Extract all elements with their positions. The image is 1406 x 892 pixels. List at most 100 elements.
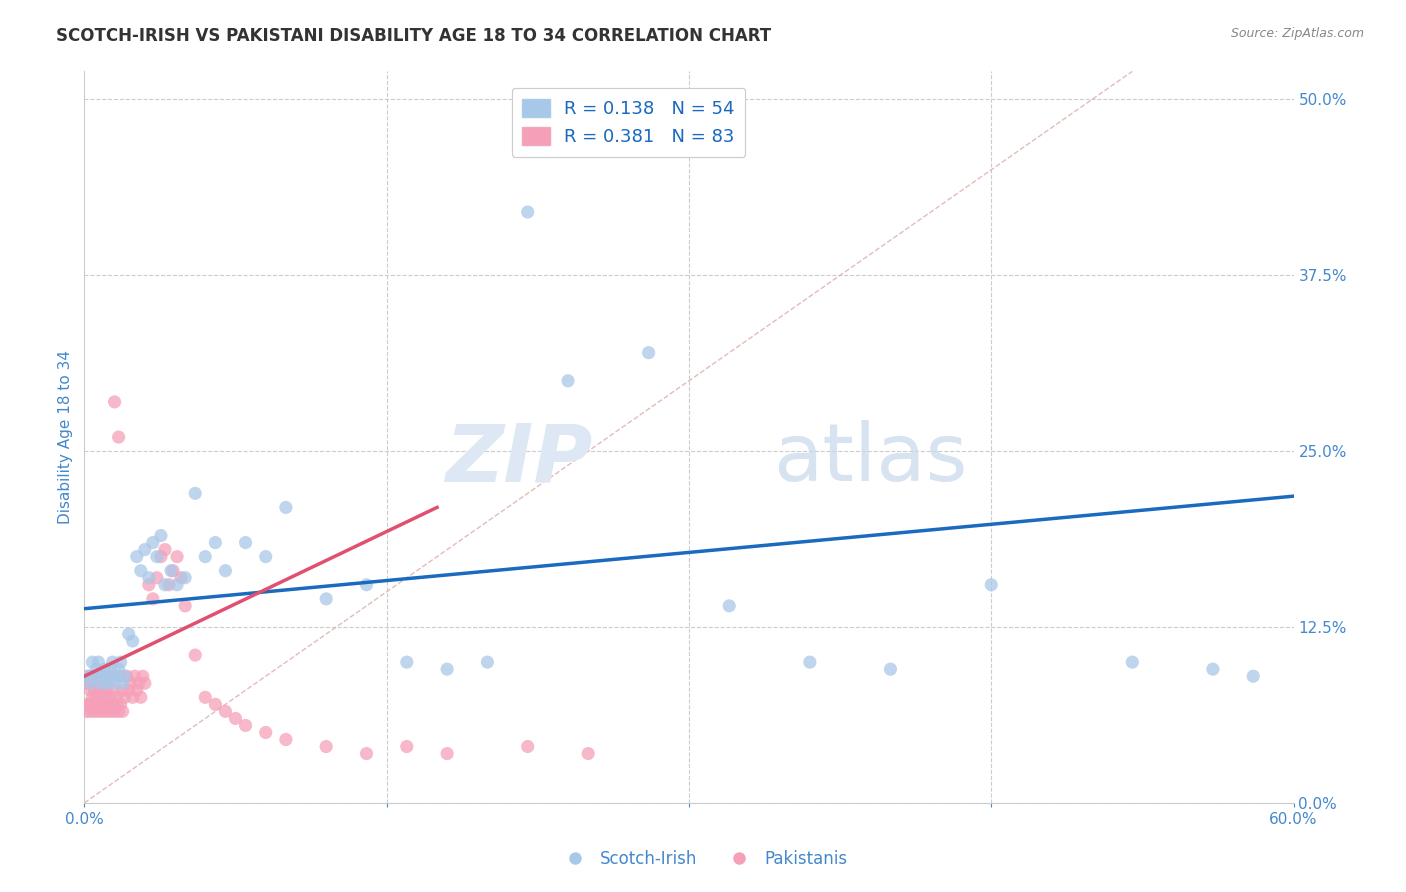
Point	[87, 655, 110, 669]
Point	[93, 669, 115, 683]
Point	[91, 683, 114, 698]
Point	[91, 705, 114, 719]
Point	[1121, 655, 1143, 669]
Legend: Scotch-Irish, Pakistanis: Scotch-Irish, Pakistanis	[553, 844, 853, 875]
Point	[86, 669, 108, 683]
Point	[184, 486, 207, 500]
Point	[174, 599, 197, 613]
Point	[93, 698, 115, 712]
Point	[104, 395, 127, 409]
Point	[77, 698, 100, 712]
Point	[254, 549, 277, 564]
Point	[436, 747, 458, 761]
Point	[129, 564, 152, 578]
Point	[142, 591, 165, 606]
Point	[91, 669, 114, 683]
Point	[79, 676, 101, 690]
Point	[96, 683, 118, 698]
Point	[134, 542, 156, 557]
Point	[121, 634, 143, 648]
Point	[157, 578, 180, 592]
Point	[89, 676, 111, 690]
Point	[799, 655, 821, 669]
Point	[118, 683, 141, 698]
Point	[235, 718, 257, 732]
Point	[146, 571, 169, 585]
Point	[174, 571, 197, 585]
Point	[77, 698, 100, 712]
Point	[274, 732, 297, 747]
Point	[477, 655, 499, 669]
Point	[83, 669, 105, 683]
Point	[110, 698, 132, 712]
Point	[100, 662, 122, 676]
Legend: R = 0.138   N = 54, R = 0.381   N = 83: R = 0.138 N = 54, R = 0.381 N = 83	[512, 87, 745, 157]
Point	[128, 676, 150, 690]
Point	[436, 662, 458, 676]
Point	[97, 676, 120, 690]
Point	[75, 676, 97, 690]
Point	[89, 690, 111, 705]
Point	[114, 690, 136, 705]
Point	[114, 669, 136, 683]
Text: ZIP: ZIP	[444, 420, 592, 498]
Point	[91, 676, 114, 690]
Point	[356, 578, 378, 592]
Point	[101, 698, 124, 712]
Point	[105, 690, 128, 705]
Point	[166, 549, 188, 564]
Point	[160, 564, 183, 578]
Point	[75, 705, 97, 719]
Point	[214, 564, 236, 578]
Point	[82, 655, 104, 669]
Point	[149, 528, 172, 542]
Point	[516, 739, 538, 754]
Point	[129, 690, 152, 705]
Point	[225, 711, 247, 725]
Point	[111, 676, 134, 690]
Point	[184, 648, 207, 662]
Point	[142, 535, 165, 549]
Point	[82, 669, 104, 683]
Point	[93, 690, 115, 705]
Point	[107, 430, 129, 444]
Point	[204, 698, 226, 712]
Point	[125, 549, 148, 564]
Point	[138, 571, 160, 585]
Point	[1241, 669, 1264, 683]
Point	[86, 698, 108, 712]
Point	[170, 571, 193, 585]
Point	[107, 705, 129, 719]
Point	[124, 669, 146, 683]
Point	[315, 591, 337, 606]
Point	[315, 739, 337, 754]
Point	[111, 705, 134, 719]
Point	[110, 655, 132, 669]
Point	[125, 683, 148, 698]
Point	[146, 549, 169, 564]
Point	[87, 676, 110, 690]
Point	[1202, 662, 1225, 676]
Point	[395, 739, 418, 754]
Point	[83, 683, 105, 698]
Point	[516, 205, 538, 219]
Point	[274, 500, 297, 515]
Point	[87, 705, 110, 719]
Point	[97, 698, 120, 712]
Point	[77, 669, 100, 683]
Point	[121, 690, 143, 705]
Point	[254, 725, 277, 739]
Point	[100, 705, 122, 719]
Point	[87, 683, 110, 698]
Point	[214, 705, 236, 719]
Point	[235, 535, 257, 549]
Point	[105, 669, 128, 683]
Point	[153, 578, 176, 592]
Point	[101, 669, 124, 683]
Point	[115, 669, 138, 683]
Point	[89, 698, 111, 712]
Point	[153, 542, 176, 557]
Point	[82, 698, 104, 712]
Point	[356, 747, 378, 761]
Point	[395, 655, 418, 669]
